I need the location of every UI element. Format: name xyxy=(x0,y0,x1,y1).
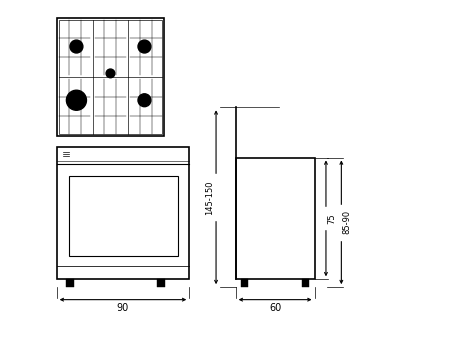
Circle shape xyxy=(70,40,83,53)
Bar xyxy=(57,18,164,136)
Bar xyxy=(157,279,165,287)
Bar xyxy=(236,158,315,279)
Circle shape xyxy=(67,90,86,110)
Bar xyxy=(302,279,309,287)
Text: 75: 75 xyxy=(327,213,336,224)
Text: 145-150: 145-150 xyxy=(205,180,214,214)
Circle shape xyxy=(138,40,151,53)
Bar xyxy=(66,279,73,287)
Circle shape xyxy=(138,94,151,107)
Text: 60: 60 xyxy=(269,303,281,313)
Circle shape xyxy=(106,69,115,78)
Bar xyxy=(59,20,162,134)
Text: 90: 90 xyxy=(117,303,129,313)
Bar xyxy=(69,176,178,256)
Text: 85-90: 85-90 xyxy=(342,210,351,234)
Bar xyxy=(241,279,248,287)
Bar xyxy=(57,147,189,279)
